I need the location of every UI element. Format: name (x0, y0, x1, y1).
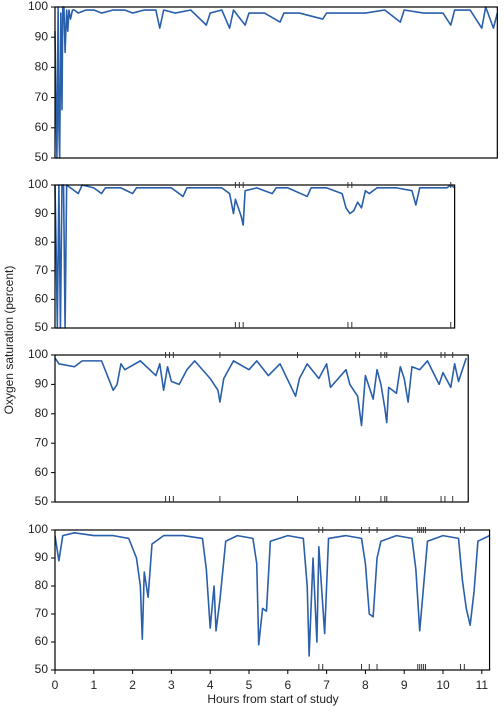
x-tick-label: 5 (246, 678, 253, 692)
y-tick-label: 50 (35, 150, 49, 164)
y-tick-label: 90 (35, 377, 49, 391)
x-tick-label: 6 (284, 678, 291, 692)
y-tick-label: 100 (28, 347, 48, 361)
y-tick-label: 50 (35, 494, 49, 508)
y-tick-label: 50 (35, 662, 49, 676)
y-tick-label: 90 (35, 29, 49, 43)
panel-frame (54, 354, 469, 503)
x-axis-label: Hours from start of study (207, 692, 338, 706)
trace (54, 184, 456, 329)
x-tick-label: 0 (52, 678, 59, 692)
x-tick-label: 1 (90, 678, 97, 692)
trace (54, 357, 468, 427)
x-tick-label: 4 (207, 678, 214, 692)
y-tick-label: 100 (28, 0, 48, 13)
panel-frame (54, 6, 498, 159)
y-tick-label: 80 (35, 60, 49, 74)
y-axis-label: Oxygen saturation (percent) (2, 266, 16, 415)
x-tick-label: 3 (168, 678, 175, 692)
panel-frame (54, 184, 456, 329)
x-tick-label: 2 (129, 678, 136, 692)
x-tick-label: 10 (436, 678, 450, 692)
y-tick-label: 100 (28, 522, 48, 536)
x-tick-label: 8 (362, 678, 369, 692)
y-tick-label: 90 (35, 550, 49, 564)
x-tick-label: 11 (476, 678, 489, 692)
y-tick-label: 70 (35, 90, 49, 104)
y-tick-label: 70 (35, 435, 49, 449)
y-tick-label: 60 (35, 120, 49, 134)
y-tick-label: 60 (35, 465, 49, 479)
panel-frame (54, 529, 491, 671)
y-tick-label: 80 (35, 234, 49, 248)
y-tick-label: 80 (35, 578, 49, 592)
y-tick-label: 80 (35, 406, 49, 420)
trace (54, 531, 490, 657)
x-tick-label: 7 (323, 678, 330, 692)
y-tick-label: 100 (28, 177, 48, 191)
y-tick-label: 70 (35, 606, 49, 620)
y-tick-label: 70 (35, 263, 49, 277)
y-tick-label: 60 (35, 292, 49, 306)
x-tick-label: 9 (401, 678, 408, 692)
y-tick-label: 50 (35, 320, 49, 334)
y-tick-label: 90 (35, 206, 49, 220)
trace (54, 6, 499, 159)
y-tick-label: 60 (35, 634, 49, 648)
